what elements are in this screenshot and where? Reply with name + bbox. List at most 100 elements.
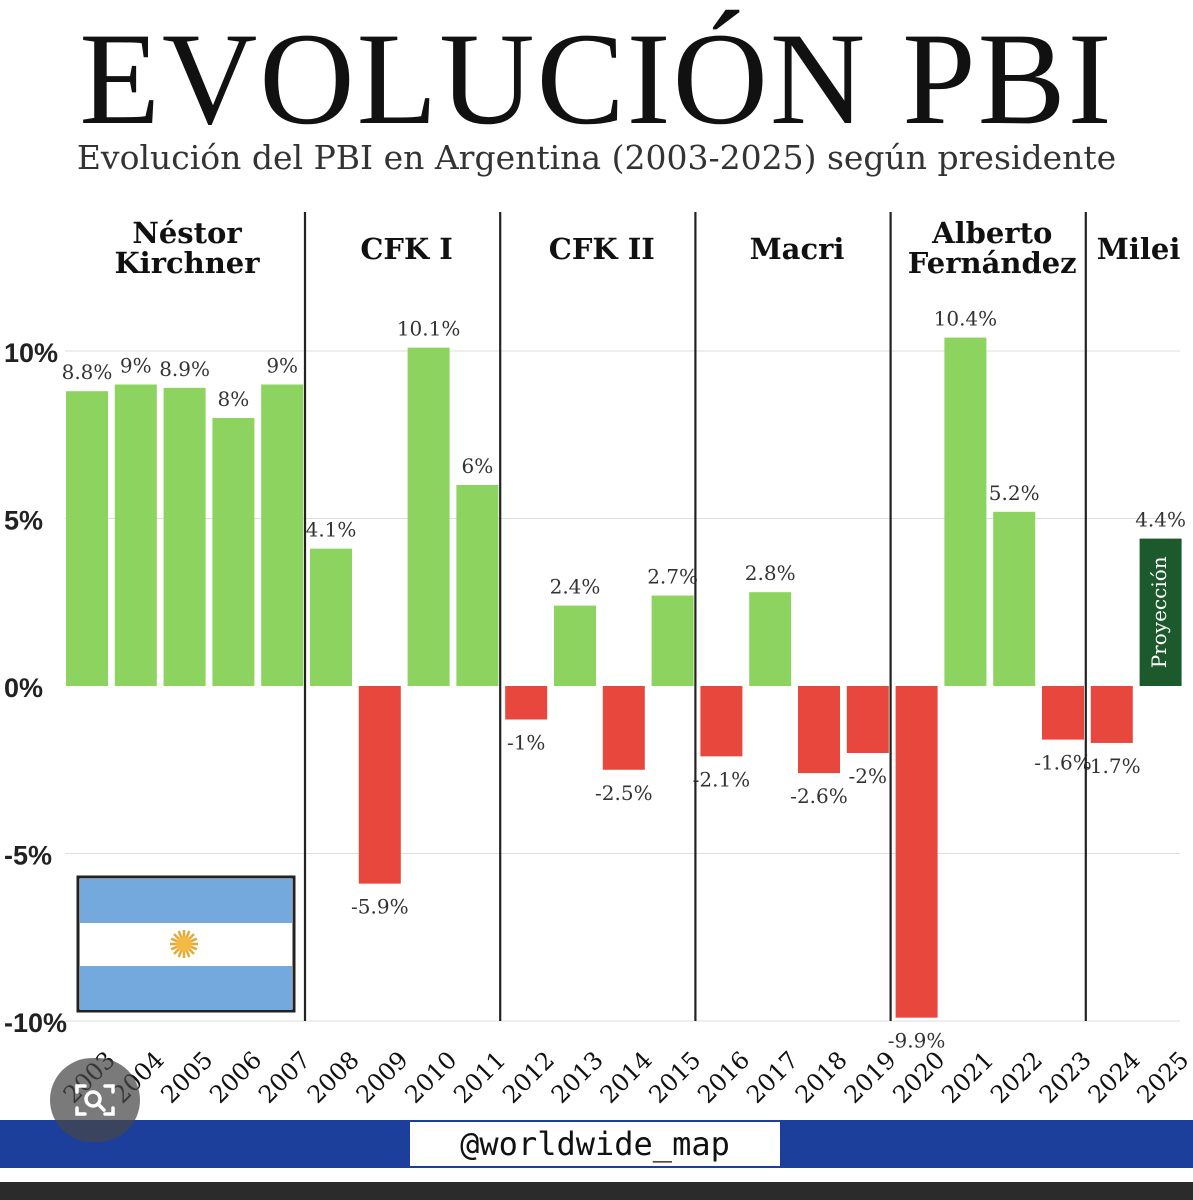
bar-value-label: -1%	[507, 731, 546, 755]
sun-ray	[170, 937, 179, 943]
bar-value-label: -2.5%	[595, 781, 653, 805]
chart-subtitle: Evolución del PBI en Argentina (2003-202…	[76, 138, 1117, 177]
president-name: CFK I	[360, 232, 453, 266]
bar-value-label: 2.4%	[550, 575, 601, 599]
president-name: Milei	[1097, 232, 1181, 266]
x-tick-label: 2020	[887, 1046, 950, 1109]
bar	[114, 384, 157, 686]
bar-value-label: -2%	[849, 764, 888, 788]
bar	[1042, 686, 1084, 740]
bar-value-label: 6%	[462, 454, 494, 478]
bar	[554, 605, 596, 686]
bar	[163, 387, 206, 686]
bar-value-label: 8.9%	[159, 357, 210, 381]
bar	[846, 686, 889, 753]
bar-value-label: 5.2%	[989, 481, 1040, 505]
y-tick-label: 10%	[4, 338, 58, 368]
x-tick-label: 2021	[936, 1046, 999, 1109]
sun-ray	[188, 933, 195, 940]
bottom-bar	[0, 1182, 1193, 1200]
bar-value-label: 4.1%	[306, 518, 357, 542]
president-name: Alberto Fernández	[908, 216, 1077, 280]
bar-value-label: 10.4%	[934, 307, 998, 331]
sun-ray	[173, 933, 180, 940]
sun-ray	[177, 930, 183, 939]
bar-value-label: 2.8%	[745, 561, 796, 585]
gdp-bar-chart: 10% 5% 0% -5% -10% 8.8% 9% 8.9% 8% 9% 4.1% -5.9% 10.…	[4, 212, 1193, 1109]
x-tick-label: 2008	[302, 1046, 365, 1109]
bar-value-label: 2.7%	[647, 565, 698, 589]
sun-ray	[185, 949, 191, 958]
bar-value-label: 8.8%	[62, 360, 113, 384]
sun-ray	[185, 930, 191, 939]
y-tick-label: -10%	[4, 1008, 67, 1038]
x-tick-label: 2016	[692, 1046, 755, 1109]
bar	[993, 511, 1036, 686]
president-name: CFK II	[549, 232, 655, 266]
chart-title: EVOLUCIÓN PBI	[79, 5, 1114, 152]
sun-ray	[189, 945, 198, 951]
sun-of-may	[176, 936, 192, 952]
x-tick-label: 2005	[155, 1046, 218, 1109]
sun-ray	[188, 948, 195, 955]
president-name: Néstor Kirchner	[114, 216, 260, 280]
bar-value-label: -2.6%	[790, 784, 848, 808]
bar-value-label: -1.6%	[1034, 751, 1092, 775]
x-tick-label: 2010	[399, 1046, 462, 1109]
lens-search-button[interactable]	[50, 1058, 140, 1142]
x-tick-label: 2007	[253, 1046, 316, 1109]
bar	[358, 686, 401, 884]
flag-stripe-top	[80, 879, 292, 923]
flag-stripe-bottom	[80, 966, 292, 1010]
bar-value-label: 9%	[120, 354, 152, 378]
bar	[749, 592, 792, 686]
bar	[66, 391, 108, 686]
bar	[602, 686, 645, 770]
bar	[407, 347, 450, 686]
bar-value-label: 4.4%	[1135, 508, 1186, 532]
bar-value-label: -2.1%	[693, 767, 751, 791]
sun-ray	[173, 948, 180, 955]
sun-ray	[177, 949, 183, 958]
bar-value-label: -1.7%	[1083, 754, 1141, 778]
footer-handle: @worldwide_map	[410, 1122, 780, 1166]
bar-value-label: 9%	[266, 354, 298, 378]
bar	[261, 384, 304, 686]
sun-ray	[189, 937, 198, 943]
bar	[944, 337, 987, 686]
bar-value-label: 10.1%	[397, 317, 461, 341]
x-tick-label: 2011	[448, 1046, 511, 1109]
x-tick-label: 2022	[985, 1046, 1048, 1109]
x-tick-label: 2017	[741, 1046, 804, 1109]
bar	[212, 418, 255, 686]
x-tick-label: 2015	[643, 1046, 706, 1109]
x-tick-label: 2024	[1083, 1046, 1146, 1109]
bar	[700, 686, 743, 757]
bar	[895, 686, 938, 1018]
x-tick-label: 2019	[839, 1046, 902, 1109]
president-name: Macri	[750, 232, 845, 266]
argentina-flag-icon	[76, 875, 296, 1013]
y-tick-label: -5%	[4, 841, 52, 871]
projection-label: Proyección	[1147, 556, 1171, 668]
x-tick-label: 2018	[790, 1046, 853, 1109]
bar	[1139, 538, 1182, 686]
x-tick-label: 2014	[595, 1046, 658, 1109]
bar	[798, 686, 840, 774]
bar	[310, 548, 352, 686]
bar	[505, 686, 548, 720]
y-tick-label: 0%	[4, 673, 43, 703]
x-tick-label: 2013	[546, 1046, 609, 1109]
x-tick-label: 2023	[1034, 1046, 1097, 1109]
y-tick-label: 5%	[4, 506, 43, 536]
lens-search-icon	[75, 1084, 115, 1116]
bar-value-label: -5.9%	[351, 895, 409, 919]
sun-ray	[170, 945, 179, 951]
bar	[1090, 686, 1133, 743]
x-tick-label: 2006	[204, 1046, 267, 1109]
bar	[456, 485, 499, 686]
x-tick-label: 2012	[497, 1046, 560, 1109]
bar-value-label: 8%	[218, 387, 250, 411]
x-tick-label: 2009	[351, 1046, 414, 1109]
bar-value-label: -9.9%	[888, 1029, 946, 1053]
